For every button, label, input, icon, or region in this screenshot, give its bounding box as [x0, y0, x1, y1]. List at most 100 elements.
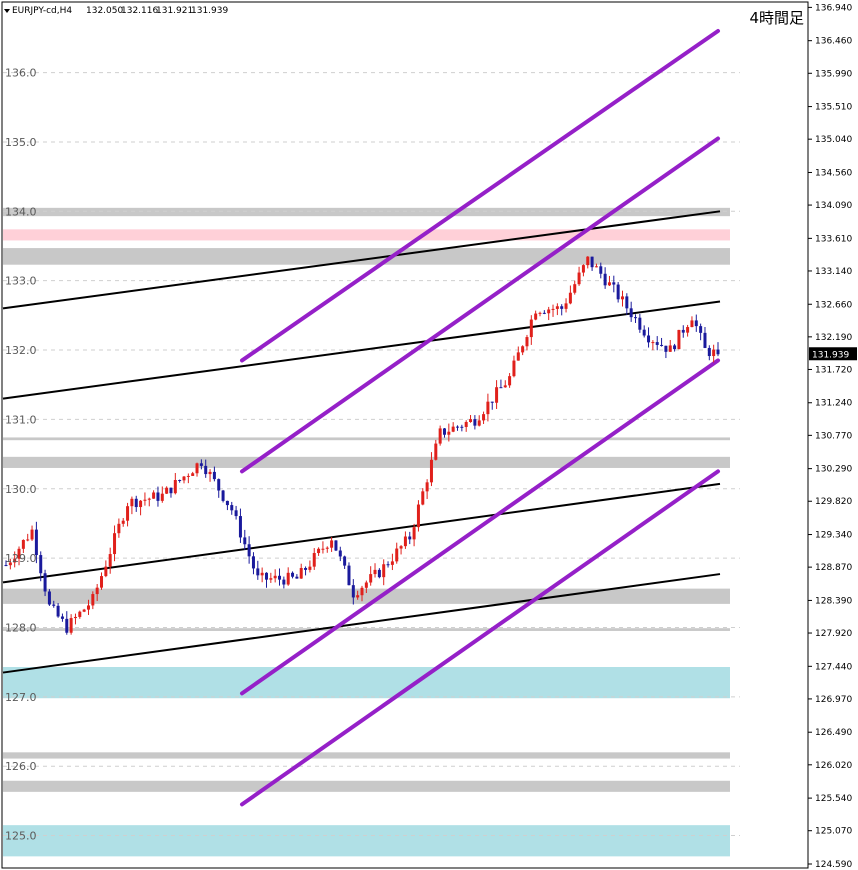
candle-body	[225, 500, 229, 506]
candle-body	[325, 547, 329, 549]
right-tick-label: 126.970	[815, 695, 852, 705]
candle-body	[13, 558, 17, 563]
candle-body	[421, 491, 425, 505]
candle-body	[30, 529, 34, 540]
candle-body	[542, 312, 546, 314]
zone-gray	[3, 437, 730, 441]
candle-body	[195, 463, 199, 474]
candle-body	[438, 428, 442, 444]
candle-body	[282, 579, 286, 585]
channel-line	[240, 469, 720, 807]
candle-body	[473, 419, 477, 426]
right-tick-label: 129.340	[815, 531, 852, 541]
candle-body	[204, 465, 208, 475]
close-value: 131.939	[191, 6, 228, 16]
right-tick-label: 128.870	[815, 563, 852, 573]
right-tick-label: 133.610	[815, 234, 852, 244]
candle-body	[264, 572, 268, 580]
candle-body	[82, 609, 86, 612]
candle-body	[60, 616, 64, 619]
right-tick-label: 130.290	[815, 465, 852, 475]
candle-body	[699, 326, 703, 333]
candle-body	[607, 282, 611, 286]
candle-body	[186, 475, 190, 477]
right-tick-label: 127.440	[815, 662, 852, 672]
right-tick-label: 132.190	[815, 333, 852, 343]
candle-body	[152, 492, 156, 499]
candle-body	[34, 529, 38, 556]
candle-body	[712, 349, 716, 357]
channel-layer	[240, 28, 720, 807]
candle-body	[399, 546, 403, 549]
candle-body	[434, 443, 438, 460]
candle-body	[625, 296, 629, 309]
trend-line	[2, 573, 721, 674]
candle-body	[26, 539, 30, 541]
candle-body	[629, 308, 633, 318]
candle-body	[377, 569, 381, 578]
candle-body	[429, 459, 433, 483]
candle-body	[681, 329, 685, 333]
candle-body	[321, 548, 325, 550]
candle-body	[308, 566, 312, 570]
candle-body	[577, 272, 581, 285]
right-tick-label: 136.940	[815, 3, 852, 13]
right-tick-label: 125.540	[815, 794, 852, 804]
right-tick-label: 128.390	[815, 596, 852, 606]
candle-body	[382, 564, 386, 578]
candle-body	[104, 566, 108, 577]
candle-body	[560, 306, 564, 309]
candle-body	[373, 569, 377, 575]
candle-body	[221, 490, 225, 501]
candle-body	[499, 387, 503, 389]
candle-body	[460, 426, 464, 428]
candle-body	[512, 360, 516, 377]
chart-menu-icon[interactable]	[4, 9, 10, 13]
candle-body	[317, 548, 321, 554]
candle-body	[555, 306, 559, 309]
candle-body	[534, 313, 538, 320]
candle-body	[525, 337, 529, 347]
candle-body	[65, 618, 69, 633]
left-tick-label: 126.0	[5, 760, 37, 773]
candle-body	[395, 548, 399, 562]
trendline-layer	[2, 210, 721, 674]
zone-gray	[3, 248, 730, 265]
candle-body	[508, 376, 512, 386]
candle-body	[655, 342, 659, 345]
candle-body	[147, 498, 151, 500]
trend-line	[2, 482, 721, 584]
right-tick-label: 130.770	[815, 431, 852, 441]
candle-body	[603, 273, 607, 286]
candle-body	[425, 482, 429, 492]
candle-body	[551, 308, 555, 310]
candle-body	[673, 345, 677, 350]
right-tick-label: 126.020	[815, 761, 852, 771]
candle-body	[616, 284, 620, 300]
candle-body	[126, 506, 130, 521]
candle-body	[590, 256, 594, 268]
trend-line	[2, 300, 721, 400]
candle-body	[529, 319, 533, 338]
left-tick-label: 133.0	[5, 275, 37, 288]
candle-body	[108, 554, 112, 567]
grid-layer	[3, 72, 740, 837]
candle-body	[169, 487, 173, 494]
candle-body	[464, 421, 468, 427]
candle-body	[516, 352, 520, 361]
high-value: 132.116	[121, 6, 158, 16]
candle-body	[86, 605, 90, 610]
candle-body	[690, 320, 694, 328]
candle-body	[212, 471, 216, 480]
candle-body	[160, 493, 164, 501]
candle-body	[69, 618, 73, 633]
zone-gray	[3, 456, 730, 468]
zone-cyan	[3, 825, 730, 857]
candle-body	[707, 347, 711, 357]
right-tick-label: 136.460	[815, 37, 852, 47]
timeframe-label: 4時間足	[749, 9, 804, 27]
channel-line	[240, 28, 720, 363]
left-tick-label: 125.0	[5, 830, 37, 843]
candle-body	[139, 500, 143, 508]
